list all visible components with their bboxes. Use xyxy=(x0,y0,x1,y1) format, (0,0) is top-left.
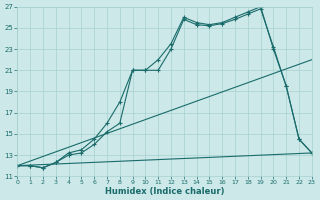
X-axis label: Humidex (Indice chaleur): Humidex (Indice chaleur) xyxy=(105,187,224,196)
